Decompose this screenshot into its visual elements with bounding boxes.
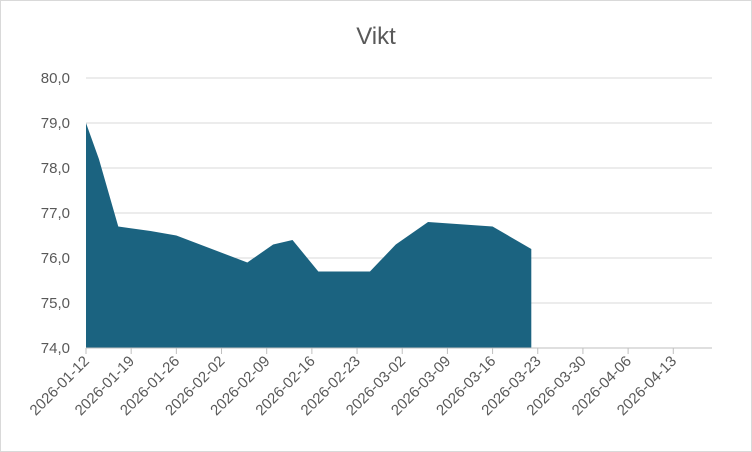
y-tick-label: 80,0 xyxy=(41,70,70,87)
y-tick-label: 77,0 xyxy=(41,205,70,222)
y-tick-label: 74,0 xyxy=(41,340,70,357)
y-tick-label: 79,0 xyxy=(41,115,70,132)
y-axis: 74,0 75,0 76,0 77,0 78,0 79,0 80,0 xyxy=(41,70,70,357)
y-tick-label: 78,0 xyxy=(41,160,70,177)
x-axis: 2026-01-122026-01-192026-01-262026-02-02… xyxy=(27,347,712,419)
chart-title: Vikt xyxy=(356,23,396,50)
y-tick-label: 76,0 xyxy=(41,250,70,267)
series-area-fill xyxy=(86,123,532,348)
y-tick-label: 75,0 xyxy=(41,295,70,312)
series-area xyxy=(85,122,532,348)
